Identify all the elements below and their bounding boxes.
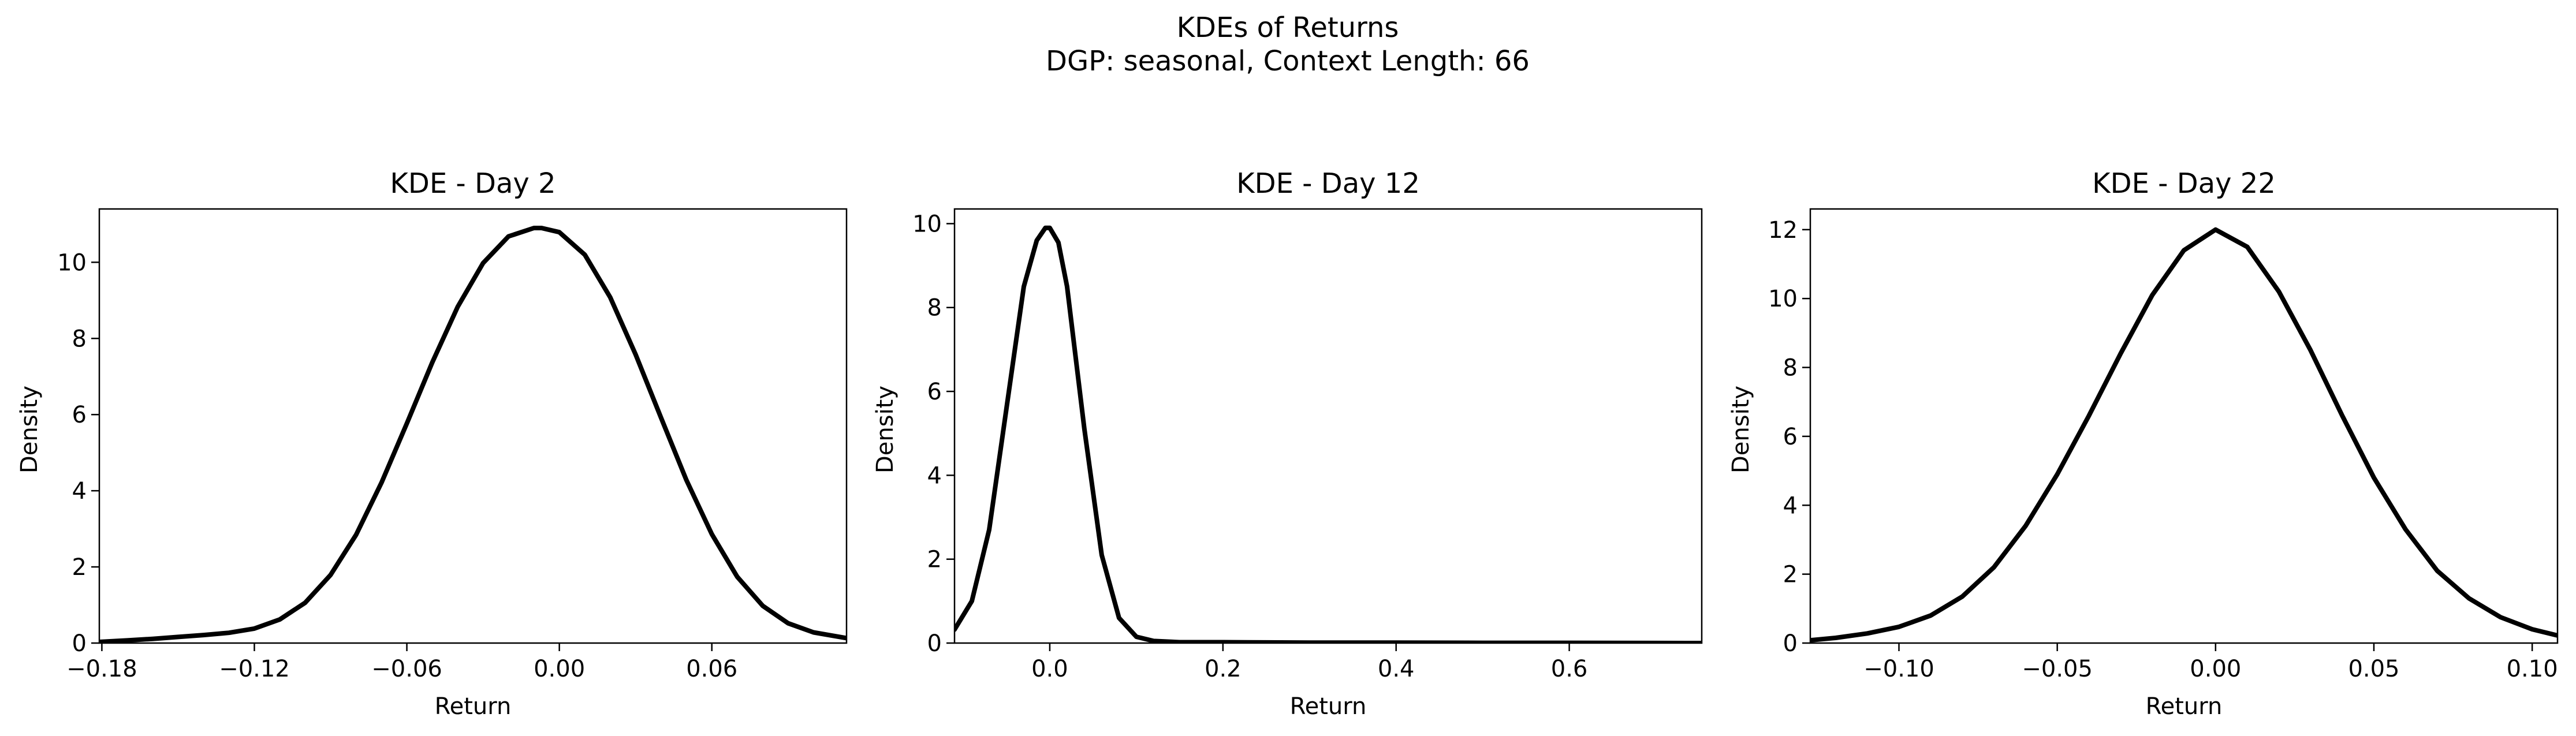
x-axis-label: Return xyxy=(435,693,512,720)
y-axis-label: Density xyxy=(1728,386,1754,473)
y-tick-label: 6 xyxy=(927,379,942,405)
y-tick-label: 2 xyxy=(1783,562,1798,588)
x-tick-label: 0.6 xyxy=(1551,656,1588,682)
x-tick-label: 0.06 xyxy=(686,656,737,682)
y-tick-label: 8 xyxy=(72,326,87,352)
y-tick-label: 4 xyxy=(1783,492,1798,519)
y-axis-label: Density xyxy=(872,386,899,473)
x-tick-label: 0.4 xyxy=(1378,656,1415,682)
y-tick-label: 0 xyxy=(72,630,87,657)
x-tick-label: −0.05 xyxy=(2022,656,2093,682)
axes-frame xyxy=(1809,208,2559,644)
x-tick-label: 0.00 xyxy=(534,656,585,682)
x-tick-label: −0.06 xyxy=(371,656,442,682)
y-tick-label: 0 xyxy=(1783,630,1798,657)
plot-area: 0.0 0.2 0.4 0.6 0 2 4 6 8 10 xyxy=(912,208,1703,682)
kde-curve-line xyxy=(99,226,847,643)
figure-title-line-2: DGP: seasonal, Context Length: 66 xyxy=(1046,45,1530,77)
figure-title-line-1: KDEs of Returns xyxy=(1177,12,1399,44)
panel-title: KDE - Day 12 xyxy=(1236,167,1420,200)
plot-area: −0.10 −0.05 0.00 0.05 0.10 0 2 4 6 8 10 12 xyxy=(1768,208,2559,682)
kde-day-22-panel: KDE - Day 22 Return Density −0.10 −0.05 0.… xyxy=(1728,167,2559,720)
y-tick-label: 8 xyxy=(927,295,942,322)
x-tick-label: 0.00 xyxy=(2190,656,2241,682)
y-tick-label: 6 xyxy=(72,402,87,428)
x-tick-label: 0.05 xyxy=(2348,656,2399,682)
kde-day-12-panel: KDE - Day 12 Return Density 0.0 0.2 0.4 0.6… xyxy=(872,167,1703,720)
axes-frame xyxy=(953,208,1703,644)
panel-title: KDE - Day 22 xyxy=(2092,167,2276,200)
y-tick-label: 10 xyxy=(912,211,942,237)
x-axis-label: Return xyxy=(1290,693,1367,720)
y-tick-label: 10 xyxy=(57,249,87,276)
plot-area: −0.18 −0.12 −0.06 0.00 0.06 0 2 4 6 8 10 xyxy=(57,208,848,682)
kde-day-2-panel: KDE - Day 2 Return Density −0.18 −0.12 −0.… xyxy=(16,167,848,720)
y-tick-label: 2 xyxy=(927,547,942,573)
y-tick-label: 2 xyxy=(72,554,87,581)
y-tick-label: 6 xyxy=(1783,424,1798,450)
panel-title: KDE - Day 2 xyxy=(390,167,556,200)
x-tick-label: −0.12 xyxy=(219,656,290,682)
axes-frame xyxy=(98,208,848,644)
x-axis-label: Return xyxy=(2146,693,2223,720)
kde-curve-line xyxy=(955,225,1702,643)
y-tick-label: 8 xyxy=(1783,355,1798,382)
y-tick-label: 12 xyxy=(1768,217,1798,244)
y-tick-label: 0 xyxy=(927,630,942,657)
x-tick-label: −0.18 xyxy=(66,656,137,682)
y-tick-label: 4 xyxy=(927,462,942,489)
y-tick-label: 4 xyxy=(72,478,87,505)
x-tick-label: 0.0 xyxy=(1031,656,1068,682)
y-tick-label: 10 xyxy=(1768,286,1798,312)
y-axis-label: Density xyxy=(16,386,43,473)
x-tick-label: 0.2 xyxy=(1205,656,1242,682)
kde-curve-line xyxy=(1810,227,2558,643)
x-tick-label: −0.10 xyxy=(1863,656,1934,682)
x-tick-label: 0.10 xyxy=(2507,656,2558,682)
